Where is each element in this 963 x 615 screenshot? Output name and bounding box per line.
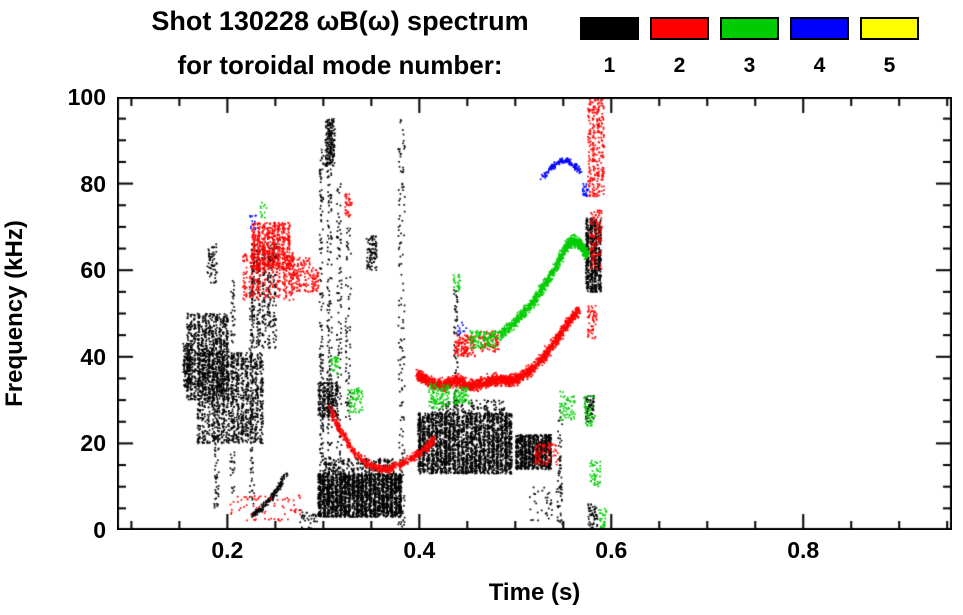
legend-label-n2: 2 [673,54,686,77]
legend-swatch-n3 [720,17,779,40]
x-axis-title: Time (s) [488,579,581,606]
legend-swatch-n5 [860,17,919,40]
y-tick-label-100: 100 [67,84,106,110]
legend-swatch-n2 [650,17,709,40]
legend-labels: 1 2 3 4 5 [580,54,919,78]
y-tick-label-80: 80 [80,170,106,197]
x-tick-label-0.8: 0.8 [787,537,820,563]
legend-swatch-n4 [790,17,849,40]
legend-label-n4: 4 [813,54,826,77]
y-tick-label-40: 40 [80,343,106,370]
y-axis-title: Frequency (kHz) [1,220,28,407]
x-tick-label-0.4: 0.4 [403,537,436,563]
x-tick-label-0.6: 0.6 [595,537,628,563]
legend-label-n1: 1 [603,54,616,77]
legend [580,17,919,40]
x-tick-label-0.2: 0.2 [211,537,244,563]
y-tick-label-0: 0 [93,517,106,543]
y-tick-label-60: 60 [80,257,106,284]
spectrogram-canvas [117,97,952,530]
chart-title: Shot 130228 ωB(ω) spectrum [151,6,529,36]
chart-subtitle: for toroidal mode number: [177,50,503,80]
legend-label-n5: 5 [883,54,896,77]
legend-label-n3: 3 [743,54,756,77]
y-tick-label-20: 20 [80,430,106,457]
legend-swatch-n1 [580,17,639,40]
